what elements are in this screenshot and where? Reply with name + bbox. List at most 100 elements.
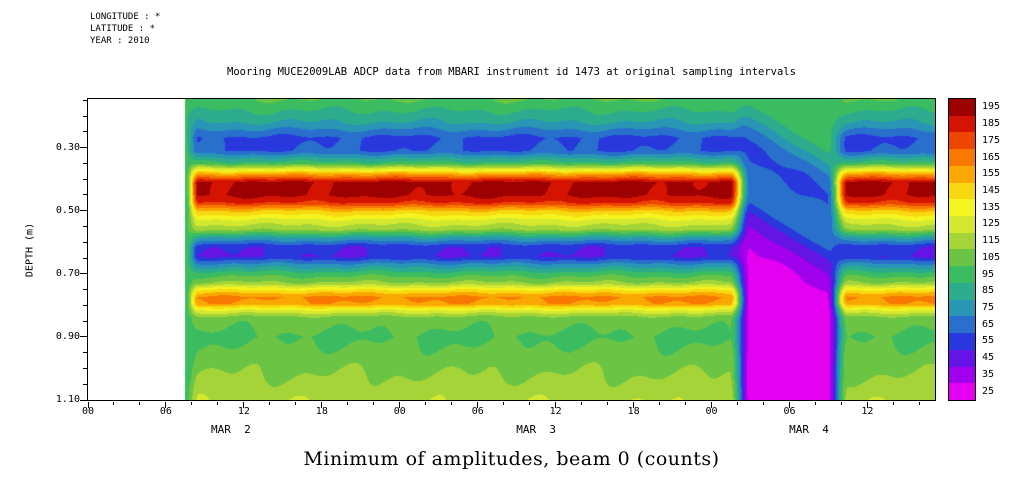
- x-axis-minor-tick: [918, 402, 920, 405]
- plot-title: Mooring MUCE2009LAB ADCP data from MBARI…: [227, 66, 796, 78]
- colorbar-cell: [949, 299, 975, 317]
- x-axis-minor-tick: [814, 402, 816, 405]
- colorbar-tick-label: 75: [982, 302, 995, 314]
- x-axis-major-tick: [555, 402, 557, 408]
- colorbar-tick-label: 25: [982, 385, 995, 397]
- x-axis-major-tick: [87, 402, 89, 408]
- y-axis-tick-label: 0.90: [55, 330, 80, 342]
- x-axis-minor-tick: [295, 402, 297, 405]
- colorbar-tick-label: 165: [982, 151, 1001, 163]
- y-axis-major-tick: [80, 399, 87, 401]
- x-axis-tick-label: 12: [237, 406, 250, 417]
- x-axis-minor-tick: [269, 402, 271, 405]
- x-axis-minor-tick: [529, 402, 531, 405]
- x-axis-minor-tick: [607, 402, 609, 405]
- x-axis-tick-label: 18: [315, 406, 328, 417]
- x-axis-tick-label: 06: [783, 406, 796, 417]
- y-axis-label: DEPTH (m): [24, 222, 36, 278]
- y-axis-minor-tick: [83, 131, 87, 133]
- colorbar-cell: [949, 232, 975, 250]
- plot-metadata-block: LONGITUDE : * LATITUDE : * YEAR : 2010: [90, 11, 160, 47]
- x-axis-minor-tick: [659, 402, 661, 405]
- colorbar-cell: [949, 316, 975, 334]
- colorbar-tick-label: 195: [982, 101, 1001, 113]
- x-axis-major-tick: [321, 402, 323, 408]
- colorbar-cell: [949, 216, 975, 233]
- x-axis-minor-tick: [347, 402, 349, 405]
- colorbar-cell: [949, 333, 975, 350]
- colorbar-tick-label: 135: [982, 201, 1001, 213]
- colorbar-tick-label: 175: [982, 134, 1001, 146]
- y-axis-tick-label: 1.10: [55, 394, 80, 405]
- y-axis-major-tick: [80, 147, 87, 149]
- x-axis-minor-tick: [581, 402, 583, 405]
- x-axis-tick-label: 18: [627, 406, 640, 417]
- y-axis-minor-tick: [83, 194, 87, 196]
- x-axis-minor-tick: [503, 402, 505, 405]
- x-axis-tick-label: 00: [705, 406, 718, 417]
- plot-border: [87, 98, 936, 401]
- plot-caption: Minimum of amplitudes, beam 0 (counts): [303, 448, 720, 470]
- x-axis-tick-label: 06: [471, 406, 484, 417]
- longitude-label: LONGITUDE : *: [90, 12, 161, 22]
- x-axis-minor-tick: [737, 402, 739, 405]
- colorbar-tick-label: 45: [982, 352, 995, 364]
- colorbar-cell: [949, 266, 975, 283]
- x-axis-major-tick: [866, 402, 868, 408]
- y-axis-minor-tick: [83, 162, 87, 164]
- x-axis-tick-label: 12: [549, 406, 562, 417]
- y-axis-minor-tick: [83, 115, 87, 117]
- y-axis-minor-tick: [83, 304, 87, 306]
- x-axis-minor-tick: [685, 402, 687, 405]
- colorbar-cell: [949, 182, 975, 200]
- colorbar-tick-label: 145: [982, 184, 1001, 196]
- y-axis-tick-label: 0.70: [55, 267, 80, 279]
- colorbar-tick-label: 85: [982, 285, 995, 297]
- x-axis-tick-label: 00: [393, 406, 406, 417]
- x-axis-major-tick: [789, 402, 790, 408]
- x-axis-minor-tick: [892, 402, 894, 405]
- colorbar-tick-label: 115: [982, 235, 1001, 247]
- x-axis-minor-tick: [763, 402, 765, 405]
- x-axis-minor-tick: [451, 402, 453, 405]
- x-axis-tick-label: 06: [159, 406, 172, 417]
- y-axis-minor-tick: [83, 352, 87, 354]
- colorbar-cell: [949, 99, 975, 116]
- y-axis-minor-tick: [83, 367, 87, 369]
- y-axis-minor-tick: [83, 289, 87, 291]
- y-axis-minor-tick: [83, 383, 87, 385]
- colorbar: [948, 98, 976, 401]
- colorbar-tick-label: 155: [982, 168, 1001, 180]
- y-axis-tick-label: 0.50: [55, 204, 80, 216]
- colorbar-tick-label: 105: [982, 251, 1001, 263]
- y-axis-major-tick: [80, 210, 87, 212]
- y-axis-major-tick: [80, 273, 87, 275]
- colorbar-cell: [949, 132, 975, 150]
- x-axis-minor-tick: [425, 402, 427, 405]
- colorbar-cell: [949, 366, 975, 384]
- colorbar-tick-label: 185: [982, 118, 1001, 130]
- x-axis-date-label: MAR 2: [211, 423, 251, 436]
- colorbar-cell: [949, 349, 975, 367]
- x-axis-major-tick: [243, 402, 245, 408]
- y-axis-tick-label: 0.30: [55, 141, 80, 153]
- colorbar-cell: [949, 115, 975, 133]
- x-axis-major-tick: [711, 402, 713, 408]
- colorbar-cell: [949, 199, 975, 217]
- colorbar-cell: [949, 165, 975, 183]
- colorbar-tick-label: 125: [982, 218, 1001, 230]
- x-axis-minor-tick: [139, 402, 141, 405]
- x-axis-minor-tick: [373, 402, 375, 405]
- x-axis-tick-label: 12: [861, 406, 874, 417]
- heatmap-canvas: [88, 99, 935, 400]
- y-axis-minor-tick: [83, 99, 87, 101]
- colorbar-cell: [949, 149, 975, 166]
- x-axis-minor-tick: [191, 402, 193, 405]
- x-axis-major-tick: [165, 402, 167, 408]
- x-axis-date-label: MAR 3: [516, 423, 557, 436]
- colorbar-cell: [949, 383, 975, 400]
- x-axis-minor-tick: [840, 402, 842, 405]
- colorbar-tick-label: 55: [982, 335, 995, 347]
- colorbar-cell: [949, 249, 975, 267]
